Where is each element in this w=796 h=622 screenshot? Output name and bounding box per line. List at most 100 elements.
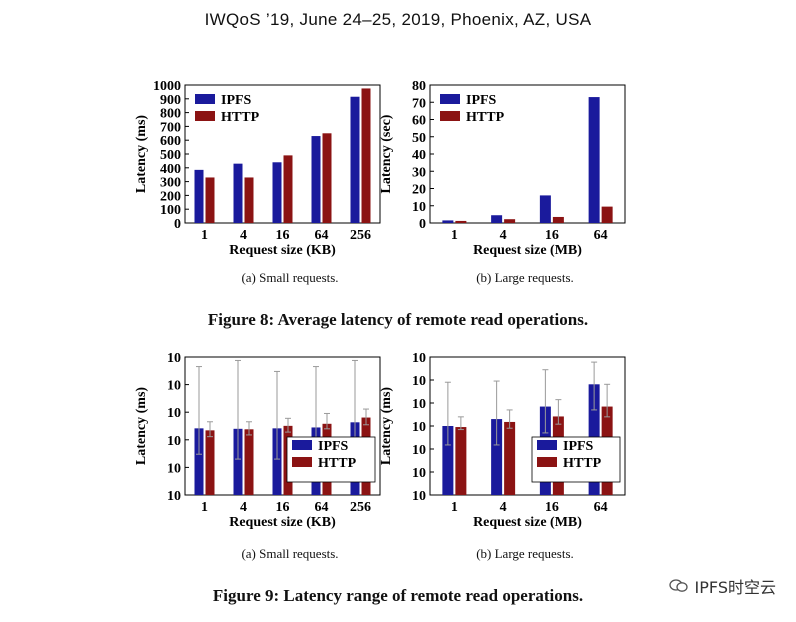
y-tick-label: 10 [167,406,181,421]
x-tick-label: 64 [315,228,329,243]
bar-http [283,155,293,223]
y-axis-label: Latency (ms) [379,387,394,465]
x-tick-label: 256 [350,500,371,515]
plot-frame [184,356,381,496]
y-tick-label: 200 [160,189,181,204]
y-tick-label: 800 [160,107,181,122]
x-tick-label: 64 [315,500,329,515]
bar-http [361,88,371,223]
x-tick-label: 4 [240,500,247,515]
y-tick-label: 10 [412,466,426,481]
y-tick-label: 80 [412,79,426,94]
x-axis-label: Request size (MB) [473,243,582,258]
caption-large-fig8: (b) Large requests. [476,270,574,285]
legend-label-ipfs: IPFS [318,439,349,454]
legend-swatch-http [292,457,312,467]
x-tick-label: 256 [350,228,371,243]
y-tick-label: 40 [412,148,426,163]
bar-ipfs [194,428,204,495]
chart-fig9a: 100101102103104105Latency (ms)141664256R… [134,351,381,530]
y-tick-label: 0 [419,217,426,232]
caption-large-fig9: (b) Large requests. [476,546,574,561]
y-tick-label: 10 [412,443,426,458]
bar-ipfs [491,419,503,495]
y-axis-label: Latency (ms) [134,387,149,465]
y-tick-label: 30 [412,165,426,180]
y-tick-label: 500 [160,148,181,163]
bar-http [205,177,215,223]
x-tick-label: 16 [276,500,290,515]
bar-http [601,206,613,223]
figure8-title: Figure 8: Average latency of remote read… [207,310,589,329]
legend-swatch-http [537,457,557,467]
bar-http [504,219,516,223]
y-tick-label: 10 [412,489,426,504]
caption-small-fig8: (a) Small requests. [241,270,339,285]
y-tick-label: 300 [160,176,181,191]
y-tick-label: 100 [160,203,181,218]
legend-label-http: HTTP [466,110,505,125]
bar-http [455,220,467,223]
bar-ipfs [442,426,454,495]
legend-label-http: HTTP [318,456,357,471]
y-tick-label: 10 [412,397,426,412]
y-tick-label: 10 [167,434,181,449]
legend-swatch-ipfs [292,440,312,450]
y-tick-label: 400 [160,162,181,177]
figure9-title: Figure 9: Latency range of remote read o… [212,586,584,605]
legend-label-http: HTTP [221,110,260,125]
y-axis-label: Latency (sec) [379,114,394,193]
x-tick-label: 1 [451,228,458,243]
x-tick-label: 1 [201,228,208,243]
bar-ipfs [442,220,454,223]
y-tick-label: 50 [412,131,426,146]
y-tick-label: 10 [167,351,181,366]
x-tick-label: 16 [545,228,559,243]
y-tick-label: 600 [160,134,181,149]
y-tick-label: 10 [412,420,426,435]
bar-ipfs [588,97,600,223]
y-tick-label: 1000 [153,79,181,94]
legend-label-ipfs: IPFS [221,93,252,108]
legend-swatch-http [440,111,460,121]
bar-ipfs [539,195,551,223]
bar-ipfs [194,169,204,223]
bar-http [205,430,215,495]
y-tick-label: 10 [167,461,181,476]
x-axis-label: Request size (MB) [473,515,582,530]
watermark: IPFS时空云 [668,574,776,598]
y-tick-label: 900 [160,93,181,108]
legend-label-ipfs: IPFS [466,93,497,108]
legend-label-ipfs: IPFS [563,439,594,454]
bar-ipfs [272,428,282,495]
legend-swatch-ipfs [440,94,460,104]
page-header: IWQoS ’19, June 24–25, 2019, Phoenix, AZ… [204,10,592,29]
watermark-text: IPFS时空云 [694,578,776,597]
bar-http [244,429,254,495]
x-tick-label: 64 [594,228,608,243]
bar-http [552,216,564,223]
bar-ipfs [233,428,243,495]
y-tick-label: 10 [412,374,426,389]
y-tick-label: 20 [412,183,426,198]
x-tick-label: 1 [201,500,208,515]
x-axis-label: Request size (KB) [229,243,336,258]
x-tick-label: 4 [500,500,507,515]
x-tick-label: 1 [451,500,458,515]
chart-fig9b: 100101102103104105106Latency (ms)141664R… [379,351,626,530]
y-tick-label: 0 [174,217,181,232]
bar-ipfs [491,215,503,223]
bar-ipfs [272,162,282,223]
y-axis-label: Latency (ms) [134,115,149,193]
bar-http [455,427,467,495]
legend-label-http: HTTP [563,456,602,471]
x-axis-label: Request size (KB) [229,515,336,530]
y-tick-label: 60 [412,114,426,129]
legend-swatch-ipfs [537,440,557,450]
bar-ipfs [233,163,243,223]
bar-ipfs [311,136,321,223]
y-tick-label: 10 [167,379,181,394]
x-tick-label: 16 [545,500,559,515]
x-tick-label: 4 [240,228,247,243]
